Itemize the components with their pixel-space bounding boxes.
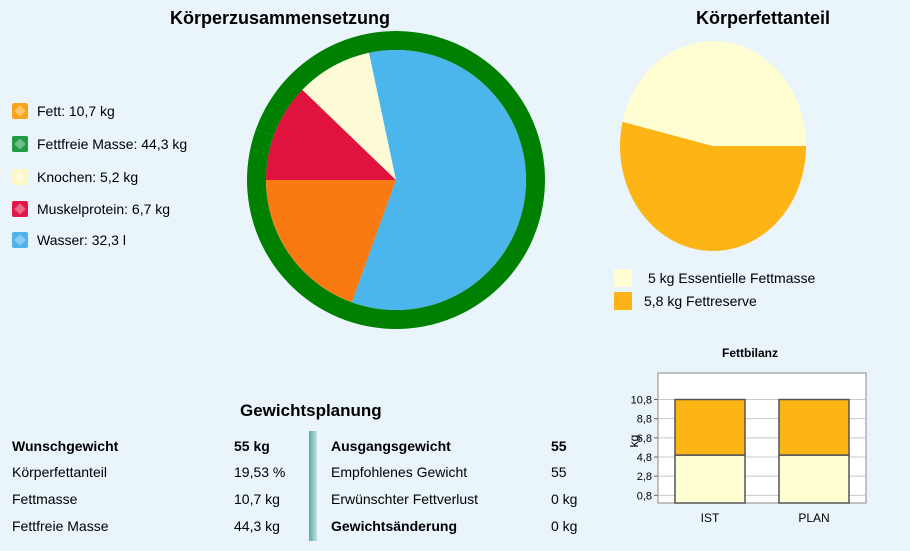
planning-label-ausgangsgewicht: Ausgangsgewicht — [331, 438, 451, 454]
planning-value-gewichtsaenderung: 0 kg — [551, 518, 578, 534]
inner-slice-fett — [266, 180, 396, 303]
x-tick-label: IST — [701, 511, 720, 525]
planning-value-empfohlenes-gewicht: 55 — [551, 464, 567, 480]
planning-label-koerperfettanteil: Körperfettanteil — [12, 464, 107, 480]
bar-ist-fettreserve — [674, 398, 746, 456]
planning-title: Gewichtsplanung — [240, 401, 382, 420]
y-tick-label: 8,8 — [637, 414, 652, 426]
bodyfat-pie-chart — [620, 41, 806, 252]
x-tick-label: PLAN — [798, 511, 829, 525]
planning-value-fettmasse: 10,7 kg — [234, 491, 280, 507]
legend-swatch — [12, 169, 28, 185]
legend-swatch — [614, 292, 632, 310]
bar-plan-fettreserve — [778, 398, 850, 456]
legend-item-muskelprotein: Muskelprotein: 6,7 kg — [12, 199, 170, 219]
legend-item-knochen: Knochen: 5,2 kg — [12, 167, 138, 187]
legend-swatch — [12, 136, 28, 152]
bar-plan-essentielle-fettmasse — [778, 454, 850, 504]
y-tick-label: 2,8 — [637, 471, 652, 483]
y-tick-label: 10,8 — [631, 395, 652, 407]
legend-swatch — [12, 232, 28, 248]
planning-label-empfohlenes-gewicht: Empfohlenes Gewicht — [331, 464, 468, 480]
planning-value-fettfreie-masse: 44,3 kg — [234, 518, 280, 534]
legend-label: 5,8 kg Fettreserve — [644, 293, 757, 309]
legend-label: Muskelprotein: 6,7 kg — [37, 201, 171, 217]
bar-chart-title: Fettbilanz — [722, 346, 778, 360]
bar-ist-essentielle-fettmasse — [674, 454, 746, 504]
planning-value-ausgangsgewicht: 55 — [551, 438, 567, 454]
y-tick-label: 6,8 — [637, 433, 652, 445]
bodyfat-title: Körperfettanteil — [696, 8, 831, 28]
bodyfat-legend-item-essential: 5 kg Essentielle Fettmasse — [614, 268, 815, 288]
inner-slice-muskelprotein — [266, 89, 396, 180]
y-tick-label: 0,8 — [637, 490, 652, 502]
bodyfat-slice-essentielle-fettmasse — [622, 41, 806, 146]
legend-swatch — [12, 103, 28, 119]
y-axis-label: kg — [630, 435, 641, 448]
legend-item-fett: Fett: 10,7 kg — [12, 101, 115, 121]
legend-swatch — [12, 201, 28, 217]
legend-swatch — [614, 269, 632, 287]
y-tick-label: 4,8 — [637, 452, 652, 464]
inner-slice-knochen — [302, 52, 396, 180]
legend-item-fettfreie-masse: Fettfreie Masse: 44,3 kg — [12, 134, 187, 154]
legend-label: Fett: 10,7 kg — [37, 103, 115, 119]
planning-label-wunschgewicht: Wunschgewicht — [12, 438, 119, 454]
bodyfat-slice-fettreserve — [620, 121, 806, 252]
legend-label: 5 kg Essentielle Fettmasse — [648, 270, 816, 286]
legend-label: Wasser: 32,3 l — [37, 232, 126, 248]
planning-value-koerperfettanteil: 19,53 % — [234, 464, 286, 480]
planning-label-fettmasse: Fettmasse — [12, 491, 78, 507]
legend-label: Fettfreie Masse: 44,3 kg — [37, 136, 188, 152]
planning-value-wunschgewicht: 55 kg — [234, 438, 270, 454]
planning-label-fettfreie-masse: Fettfreie Masse — [12, 518, 109, 534]
composition-title: Körperzusammensetzung — [170, 8, 391, 28]
planning-value-fettverlust: 0 kg — [551, 491, 578, 507]
planning-label-fettverlust: Erwünschter Fettverlust — [331, 491, 479, 507]
planning-label-gewichtsaenderung: Gewichtsänderung — [331, 518, 458, 534]
planning-divider — [309, 431, 317, 541]
legend-item-wasser: Wasser: 32,3 l — [12, 230, 126, 250]
inner-slice-wasser — [351, 49, 527, 310]
bodyfat-legend-item-reserve: 5,8 kg Fettreserve — [614, 291, 757, 311]
fettbilanz-bar-chart: Fettbilanz 0,8 2,8 4,8 6,8 8,8 10,8 kg IST PLAN — [630, 346, 867, 525]
composition-pie-chart — [246, 31, 545, 330]
legend-label: Knochen: 5,2 kg — [37, 169, 139, 185]
